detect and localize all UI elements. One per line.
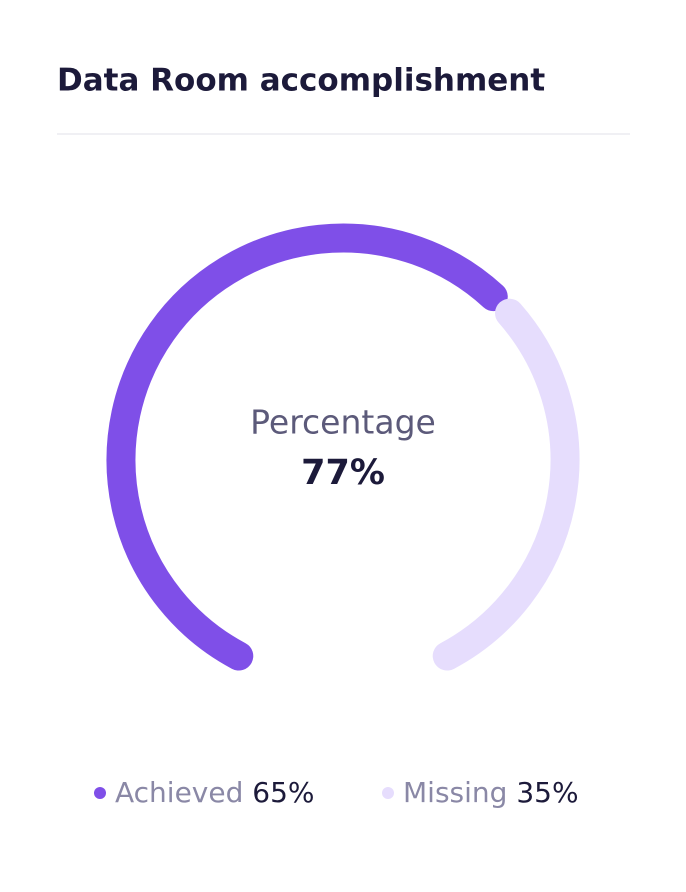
legend-value: 35% (516, 776, 578, 809)
center-value: 77% (301, 453, 385, 493)
chart-title: Data Room accomplishment (57, 63, 545, 99)
legend-category: Missing (403, 776, 507, 809)
legend-category: Achieved (115, 776, 243, 809)
arc-segment (106, 223, 508, 671)
legend-label: Missing 35% (403, 776, 579, 809)
legend-label: Achieved 65% (115, 776, 315, 809)
arc-segment (432, 298, 580, 671)
center-label: Percentage (250, 403, 436, 442)
legend-value: 65% (252, 776, 314, 809)
legend-dot (382, 787, 394, 799)
legend-dot (94, 787, 106, 799)
